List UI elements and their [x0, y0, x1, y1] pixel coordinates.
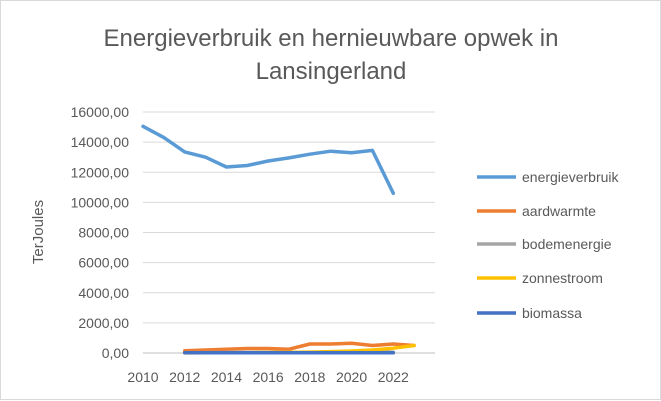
- x-tick-label: 2018: [294, 369, 325, 385]
- y-tick-label: 0,00: [102, 345, 129, 361]
- chart-title-line-1: Energieverbruik en hernieuwbare opwek in: [104, 25, 559, 52]
- y-tick-label: 2000,00: [78, 315, 129, 331]
- y-tick-label: 8000,00: [78, 225, 129, 241]
- series-lines: [143, 126, 414, 353]
- legend-label-zonnestroom: zonnestroom: [522, 270, 603, 286]
- legend-label-energieverbruik: energieverbruik: [522, 169, 619, 185]
- y-tick-label: 14000,00: [71, 134, 130, 150]
- x-tick-label: 2022: [378, 369, 409, 385]
- legend-label-biomassa: biomassa: [522, 305, 582, 321]
- y-axis-label: TerJoules: [30, 200, 47, 264]
- legend: energieverbruik aardwarmte bodemenergie zon…: [477, 169, 619, 321]
- y-tick-label: 6000,00: [78, 255, 129, 271]
- x-axis-ticks: 2010 2012 2014 2016 2018 2020 2022: [127, 369, 409, 385]
- chart-title-line-2: Lansingerland: [256, 58, 407, 85]
- x-tick-label: 2010: [127, 369, 158, 385]
- legend-label-bodemenergie: bodemenergie: [522, 236, 612, 252]
- y-tick-label: 16000,00: [71, 104, 130, 120]
- x-tick-label: 2014: [211, 369, 242, 385]
- series-line-energieverbruik: [143, 126, 393, 193]
- y-axis-ticks: 0,00 2000,00 4000,00 6000,00 8000,00 10000,00…: [71, 104, 130, 361]
- y-tick-label: 10000,00: [71, 194, 130, 210]
- y-tick-label: 12000,00: [71, 164, 130, 180]
- x-tick-label: 2016: [253, 369, 284, 385]
- y-tick-label: 4000,00: [78, 285, 129, 301]
- gridlines: [143, 112, 435, 353]
- x-tick-label: 2020: [336, 369, 367, 385]
- legend-label-aardwarmte: aardwarmte: [522, 203, 596, 219]
- x-tick-label: 2012: [169, 369, 200, 385]
